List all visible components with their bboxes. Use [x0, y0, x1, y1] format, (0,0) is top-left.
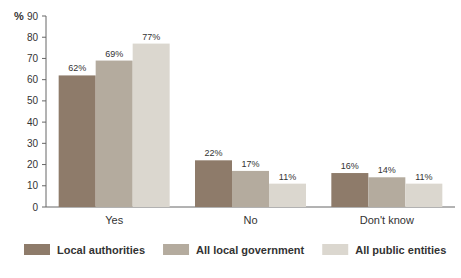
x-tick-label: Yes — [105, 214, 123, 226]
y-tick-label: 60 — [27, 74, 39, 85]
legend-label: All public entities — [355, 244, 446, 256]
y-tick — [42, 185, 46, 186]
data-label: 11% — [279, 172, 296, 182]
y-tick-label: 20 — [27, 159, 39, 170]
data-label: 22% — [204, 148, 222, 158]
y-tick-label: 0 — [32, 202, 38, 213]
data-label: 14% — [378, 165, 396, 175]
y-tick-label: 50 — [27, 95, 39, 106]
x-tick-label: Don't know — [360, 214, 414, 226]
data-label: 16% — [341, 161, 359, 171]
y-tick — [42, 16, 46, 17]
data-labels: 62% 69% 77% 22% 17% 11% 16% 14% 11% — [68, 32, 432, 182]
bar — [96, 61, 133, 207]
y-tick — [42, 164, 46, 165]
data-label: 77% — [142, 32, 160, 42]
legend-label: Local authorities — [57, 244, 145, 256]
bar — [232, 171, 269, 207]
chart-container: % 0 10 20 30 40 50 60 70 80 90 62% 69% 77% 22% 17% 11% 16… — [0, 0, 461, 278]
bar — [368, 177, 405, 207]
data-label: 62% — [68, 63, 86, 73]
y-tick — [42, 37, 46, 38]
data-label: 11% — [415, 172, 432, 182]
legend-swatch — [24, 244, 50, 255]
y-tick — [42, 100, 46, 101]
y-axis-label: % — [14, 10, 24, 22]
y-tick — [42, 207, 46, 208]
y-tick-label: 80 — [27, 32, 39, 43]
legend-swatch — [322, 244, 348, 255]
y-tick-label: 30 — [27, 138, 39, 149]
y-tick — [42, 143, 46, 144]
chart-svg: % 0 10 20 30 40 50 60 70 80 90 62% 69% 77% 22% 17% 11% 16… — [0, 0, 461, 278]
y-tick-label: 90 — [27, 11, 39, 22]
y-axis-line — [46, 16, 47, 207]
y-tick — [42, 58, 46, 59]
legend: Local authorities All local government All… — [24, 244, 446, 256]
y-tick-label: 40 — [27, 117, 39, 128]
y-tick — [42, 122, 46, 123]
bar — [269, 184, 306, 207]
bar — [195, 160, 232, 207]
bar — [331, 173, 368, 207]
y-tick — [42, 79, 46, 80]
bar — [59, 75, 96, 207]
legend-label: All local government — [196, 244, 305, 256]
bars — [59, 44, 443, 207]
bar — [405, 184, 442, 207]
y-tick-label: 70 — [27, 53, 39, 64]
data-label: 69% — [105, 49, 123, 59]
bar — [133, 44, 170, 207]
x-tick-label: No — [243, 214, 257, 226]
legend-swatch — [163, 244, 189, 255]
data-label: 17% — [241, 159, 259, 169]
y-tick-label: 10 — [27, 180, 39, 191]
